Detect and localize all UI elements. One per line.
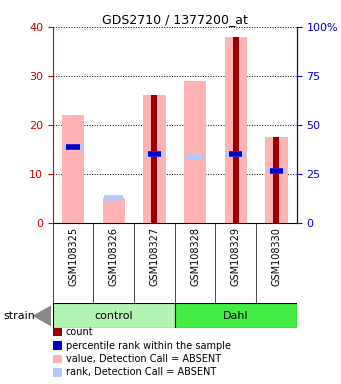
Text: GSM108327: GSM108327: [149, 227, 160, 286]
Polygon shape: [32, 305, 51, 326]
Bar: [143, 95, 166, 223]
Text: GSM108326: GSM108326: [109, 227, 119, 286]
Text: rank, Detection Call = ABSENT: rank, Detection Call = ABSENT: [66, 367, 216, 377]
Bar: [184, 81, 206, 223]
Bar: [233, 36, 239, 223]
Bar: [265, 137, 287, 223]
Bar: [53, 303, 175, 328]
Bar: [151, 95, 158, 223]
Bar: [273, 137, 279, 223]
Text: GSM108328: GSM108328: [190, 227, 200, 286]
Text: value, Detection Call = ABSENT: value, Detection Call = ABSENT: [66, 354, 221, 364]
Text: strain: strain: [3, 311, 35, 321]
Text: GSM108325: GSM108325: [68, 227, 78, 286]
Title: GDS2710 / 1377200_at: GDS2710 / 1377200_at: [102, 13, 248, 26]
Text: GSM108330: GSM108330: [271, 227, 281, 286]
Text: Dahl: Dahl: [223, 311, 249, 321]
Text: control: control: [94, 311, 133, 321]
Bar: [103, 198, 125, 223]
Text: count: count: [66, 327, 93, 337]
Bar: [62, 115, 84, 223]
Bar: [175, 303, 297, 328]
Text: GSM108329: GSM108329: [231, 227, 241, 286]
Text: percentile rank within the sample: percentile rank within the sample: [66, 341, 231, 351]
Bar: [224, 36, 247, 223]
